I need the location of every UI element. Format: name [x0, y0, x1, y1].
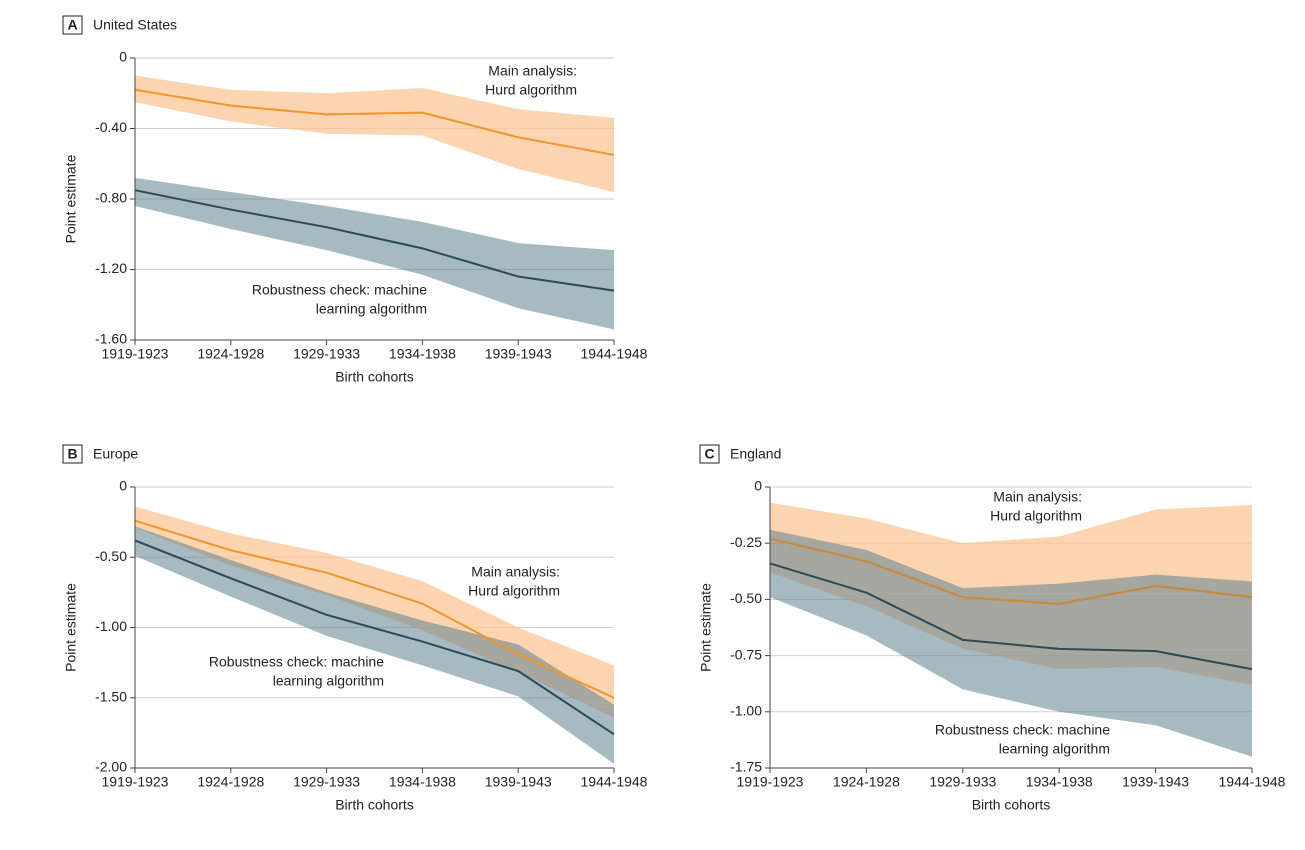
y-tick-label: -0.25: [730, 534, 762, 550]
x-tick-label: 1929-1933: [293, 774, 360, 790]
x-tick-label: 1924-1928: [197, 774, 264, 790]
x-tick-label: 1944-1948: [581, 346, 648, 362]
y-axis-label: Point estimate: [63, 583, 79, 672]
series-line: [134, 189, 615, 292]
x-axis-label: Birth cohorts: [335, 369, 414, 385]
panel-letter: A: [67, 17, 77, 33]
y-tick-label: -1.60: [95, 331, 127, 347]
y-tick-label: -0.50: [730, 590, 762, 606]
x-tick-label: 1939-1943: [1122, 774, 1189, 790]
confidence-band: [135, 75, 614, 192]
x-tick-label: 1929-1933: [929, 774, 996, 790]
y-tick-label: -1.00: [730, 703, 762, 719]
series-line: [134, 519, 615, 699]
series-line: [134, 539, 615, 736]
series-annotation: Robustness check: machine: [209, 654, 384, 670]
x-tick-label: 1939-1943: [485, 346, 552, 362]
x-tick-label: 1944-1948: [581, 774, 648, 790]
panel-letter-box: [699, 444, 720, 464]
series-annotation: Robustness check: machine: [935, 722, 1110, 738]
series-annotation: Main analysis:: [488, 63, 577, 79]
series-annotation: learning algorithm: [273, 673, 384, 689]
panel-letter: B: [67, 446, 77, 462]
x-tick-label: 1929-1933: [293, 346, 360, 362]
panel-title: United States: [93, 17, 177, 33]
series-annotation: Main analysis:: [471, 564, 560, 580]
panel-letter-box: [62, 15, 83, 35]
x-tick-label: 1934-1938: [1026, 774, 1093, 790]
y-tick-label: -1.75: [730, 759, 762, 775]
y-tick-label: 0: [119, 49, 127, 65]
series-annotation: Main analysis:: [993, 489, 1082, 505]
x-axis-label: Birth cohorts: [972, 797, 1051, 813]
y-tick-label: -0.80: [95, 190, 127, 206]
x-tick-label: 1924-1928: [833, 774, 900, 790]
series-line: [769, 562, 1253, 671]
y-tick-label: -0.50: [95, 548, 127, 564]
x-tick-label: 1919-1923: [102, 774, 169, 790]
y-axis-label: Point estimate: [698, 583, 714, 672]
y-tick-label: 0: [754, 478, 762, 494]
series-line: [134, 88, 615, 156]
series-annotation: Robustness check: machine: [252, 282, 427, 298]
y-tick-label: -1.00: [95, 618, 127, 634]
confidence-band: [135, 526, 614, 764]
x-tick-label: 1934-1938: [389, 774, 456, 790]
panel-letter-box: [62, 444, 83, 464]
y-tick-label: -1.20: [95, 260, 127, 276]
y-tick-label: -0.40: [95, 119, 127, 135]
x-axis-label: Birth cohorts: [335, 797, 414, 813]
series-annotation: learning algorithm: [316, 301, 427, 317]
x-tick-label: 1939-1943: [485, 774, 552, 790]
x-tick-label: 1924-1928: [197, 346, 264, 362]
panel-title: England: [730, 446, 781, 462]
confidence-band: [135, 177, 614, 330]
panel-title: Europe: [93, 446, 138, 462]
series-annotation: Hurd algorithm: [990, 508, 1082, 524]
panel-letter: C: [704, 446, 714, 462]
y-tick-label: -2.00: [95, 759, 127, 775]
x-tick-label: 1944-1948: [1219, 774, 1286, 790]
x-tick-label: 1919-1923: [102, 346, 169, 362]
series-annotation: Hurd algorithm: [468, 583, 560, 599]
series-line: [769, 537, 1253, 605]
y-axis-label: Point estimate: [63, 154, 79, 243]
series-annotation: Hurd algorithm: [485, 82, 577, 98]
confidence-band: [770, 529, 1252, 757]
x-tick-label: 1934-1938: [389, 346, 456, 362]
x-tick-label: 1919-1923: [737, 774, 804, 790]
y-tick-label: -0.75: [730, 646, 762, 662]
y-tick-label: 0: [119, 478, 127, 494]
y-tick-label: -1.50: [95, 688, 127, 704]
series-annotation: learning algorithm: [999, 741, 1110, 757]
